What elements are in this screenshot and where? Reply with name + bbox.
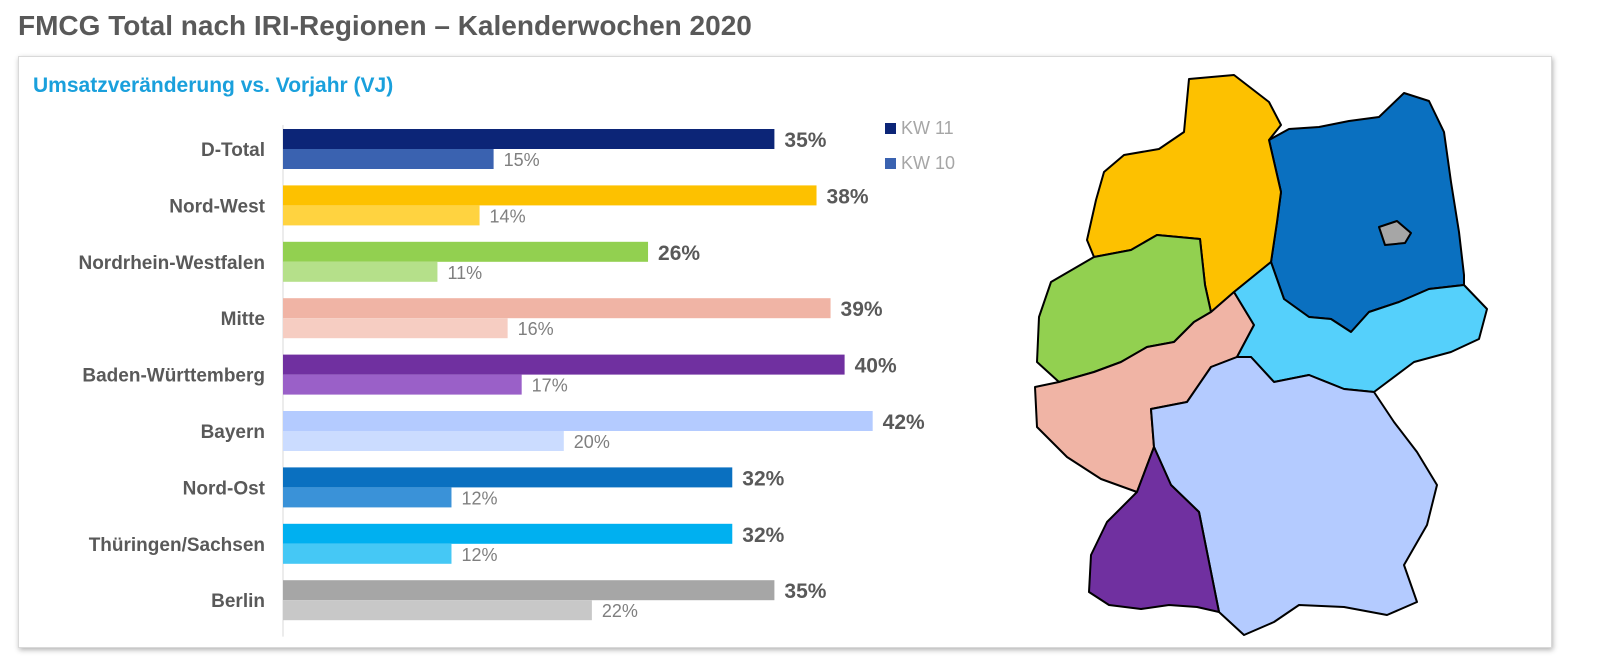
data-label-kw11: 40% [855, 355, 897, 378]
bar-kw10 [283, 431, 564, 451]
data-label-kw10: 22% [602, 601, 638, 621]
data-label-kw10: 20% [574, 432, 610, 452]
category-label: Baden-Württemberg [82, 366, 265, 387]
category-label: Nord-West [169, 196, 265, 217]
bar-kw11 [283, 354, 845, 375]
map-region-baden-wuerttemberg [1088, 446, 1220, 613]
germany-region-map [1034, 74, 1488, 636]
data-label-kw11: 32% [742, 467, 784, 490]
data-label-kw11: 35% [784, 580, 826, 603]
bar-kw10 [283, 543, 452, 564]
legend-swatch [885, 158, 896, 169]
data-label-kw10: 12% [461, 488, 497, 508]
data-label-kw11: 26% [658, 242, 700, 265]
data-label-kw10: 11% [447, 263, 482, 283]
data-label-kw11: 35% [784, 129, 826, 152]
data-label-kw10: 17% [532, 376, 568, 396]
category-label: Bayern [201, 422, 265, 443]
bar-kw11 [283, 241, 649, 262]
bar-chart: D-Total 35% 15% Nord-West 38% 14% Nordrhein-We… [78, 118, 955, 637]
bar-kw11 [283, 298, 831, 319]
legend-label: KW 11 [901, 118, 954, 138]
bar-kw11 [283, 185, 817, 206]
data-label-kw10: 12% [461, 545, 497, 565]
data-label-kw10: 16% [518, 319, 554, 339]
data-label-kw11: 38% [827, 185, 869, 208]
category-label: Thüringen/Sachsen [89, 535, 265, 556]
bar-kw11 [283, 523, 733, 544]
category-label: Berlin [211, 591, 265, 612]
data-label-kw11: 42% [883, 411, 925, 434]
bar-kw10 [283, 318, 508, 339]
bar-kw11 [283, 129, 775, 149]
bar-kw10 [283, 487, 452, 508]
bar-kw11 [283, 467, 733, 488]
chart-subtitle: Umsatzveränderung vs. Vorjahr (VJ) [33, 74, 394, 97]
data-label-kw10: 14% [490, 206, 526, 226]
category-label: Nordrhein-Westfalen [78, 253, 265, 274]
data-label-kw10: 15% [504, 150, 540, 170]
legend-label: KW 10 [901, 153, 955, 173]
data-label-kw11: 39% [841, 298, 883, 321]
category-label: Nord-Ost [183, 478, 266, 499]
page-title: FMCG Total nach IRI-Regionen – Kalenderw… [18, 10, 752, 41]
map-region-berlin [1378, 220, 1412, 246]
bar-kw10 [283, 205, 480, 226]
bar-kw10 [283, 600, 592, 621]
bar-kw11 [283, 411, 873, 431]
bar-kw10 [283, 149, 494, 169]
bar-kw11 [283, 580, 775, 601]
chart-panel: Umsatzveränderung vs. Vorjahr (VJ) D-Tot… [18, 56, 1552, 648]
bar-kw10 [283, 261, 438, 282]
data-label-kw11: 32% [742, 524, 784, 547]
category-label: Mitte [221, 309, 265, 330]
category-label: D-Total [201, 140, 265, 161]
legend-swatch [885, 123, 896, 134]
bar-kw10 [283, 374, 522, 395]
